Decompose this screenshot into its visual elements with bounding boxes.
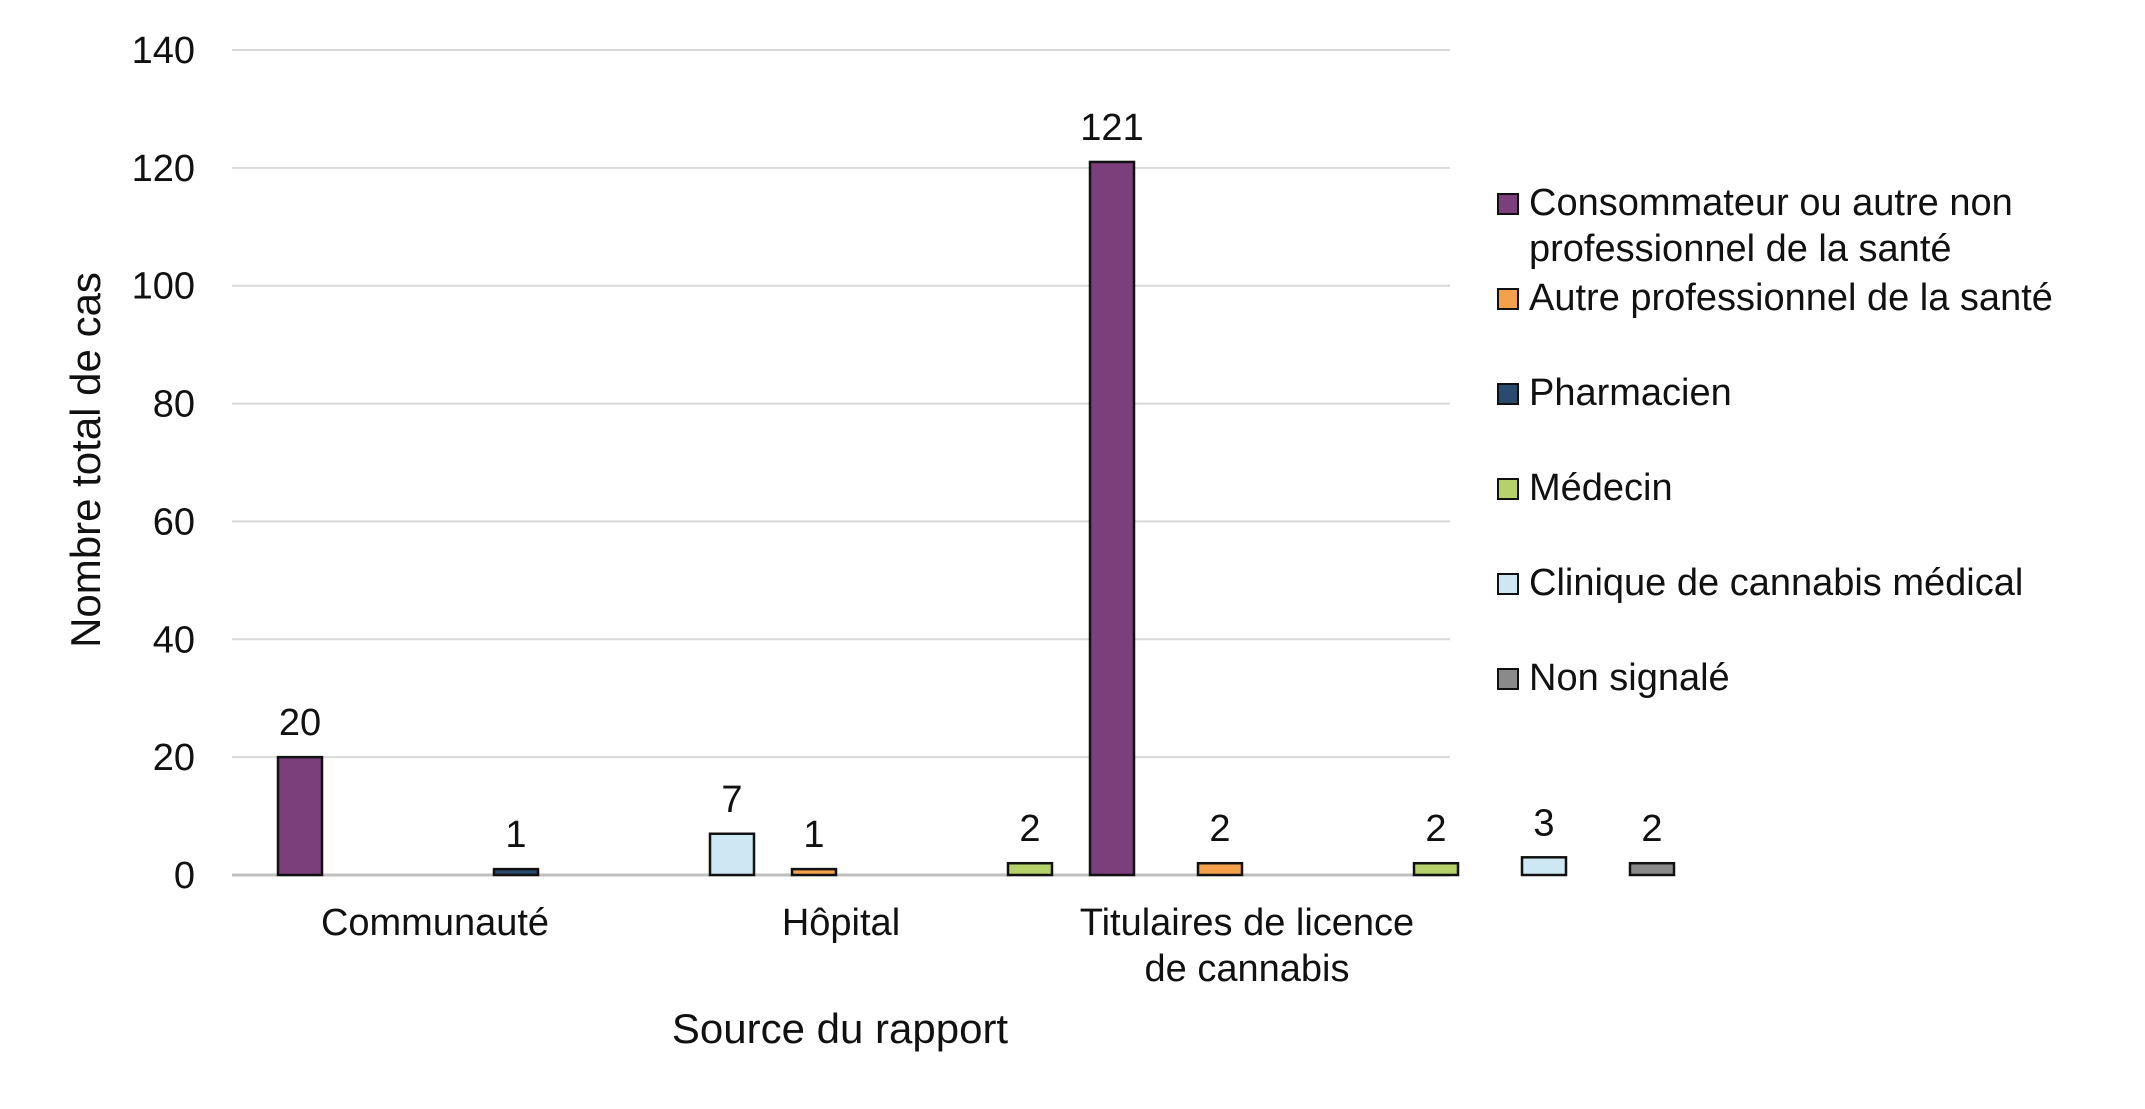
bar (1628, 861, 1676, 877)
legend-swatch (1497, 478, 1519, 500)
bar (1006, 861, 1054, 877)
x-tick-label: Communauté (321, 902, 549, 944)
data-label: 3 (1533, 802, 1554, 844)
y-tick-labels: 0 20 40 60 80 100 120 140 (132, 30, 195, 897)
x-tick-label: de cannabis (1145, 948, 1350, 990)
legend-swatch (1497, 193, 1519, 215)
data-label: 7 (721, 779, 742, 821)
legend-swatch (1497, 573, 1519, 595)
x-axis-title: Source du rapport (672, 1005, 1009, 1052)
x-tick-labels: Communauté Hôpital Titulaires de licencede… (321, 902, 1414, 990)
y-tick-label: 100 (132, 266, 195, 308)
bar (276, 755, 324, 877)
legend-swatch (1497, 288, 1519, 310)
y-tick-label: 20 (153, 737, 195, 779)
bar (1196, 861, 1244, 877)
bar (1520, 856, 1568, 877)
x-tick-label: Titulaires de licence (1080, 902, 1414, 944)
data-label: 2 (1641, 808, 1662, 850)
data-label: 20 (279, 702, 321, 744)
legend-label: Non signalé (1529, 657, 1730, 699)
y-axis-title: Nombre total de cas (62, 272, 109, 648)
bar (492, 867, 540, 877)
data-label: 2 (1209, 808, 1230, 850)
x-tick-label: Hôpital (782, 902, 900, 944)
legend-swatch (1497, 668, 1519, 690)
bar (1088, 160, 1136, 877)
data-label: 1 (803, 814, 824, 856)
legend-label: Clinique de cannabis médical (1529, 562, 2024, 604)
grid-lines (232, 49, 1450, 877)
data-label: 121 (1080, 107, 1143, 149)
y-tick-label: 120 (132, 148, 195, 190)
y-tick-label: 140 (132, 30, 195, 72)
legend-label: Consommateur ou autre non professionnel … (1529, 182, 2013, 270)
y-tick-label: 60 (153, 501, 195, 543)
data-label: 1 (505, 814, 526, 856)
bar (708, 832, 756, 877)
data-label: 2 (1019, 808, 1040, 850)
data-label: 2 (1425, 808, 1446, 850)
legend-label: Médecin (1529, 467, 1673, 509)
bar (790, 867, 838, 877)
bars (276, 160, 1676, 877)
legend-swatch (1497, 383, 1519, 405)
y-tick-label: 0 (174, 855, 195, 897)
y-tick-label: 40 (153, 619, 195, 661)
y-tick-label: 80 (153, 384, 195, 426)
legend-label: Pharmacien (1529, 372, 1732, 414)
legend-label: Autre professionnel de la santé (1529, 277, 2053, 319)
bar (1412, 861, 1460, 877)
